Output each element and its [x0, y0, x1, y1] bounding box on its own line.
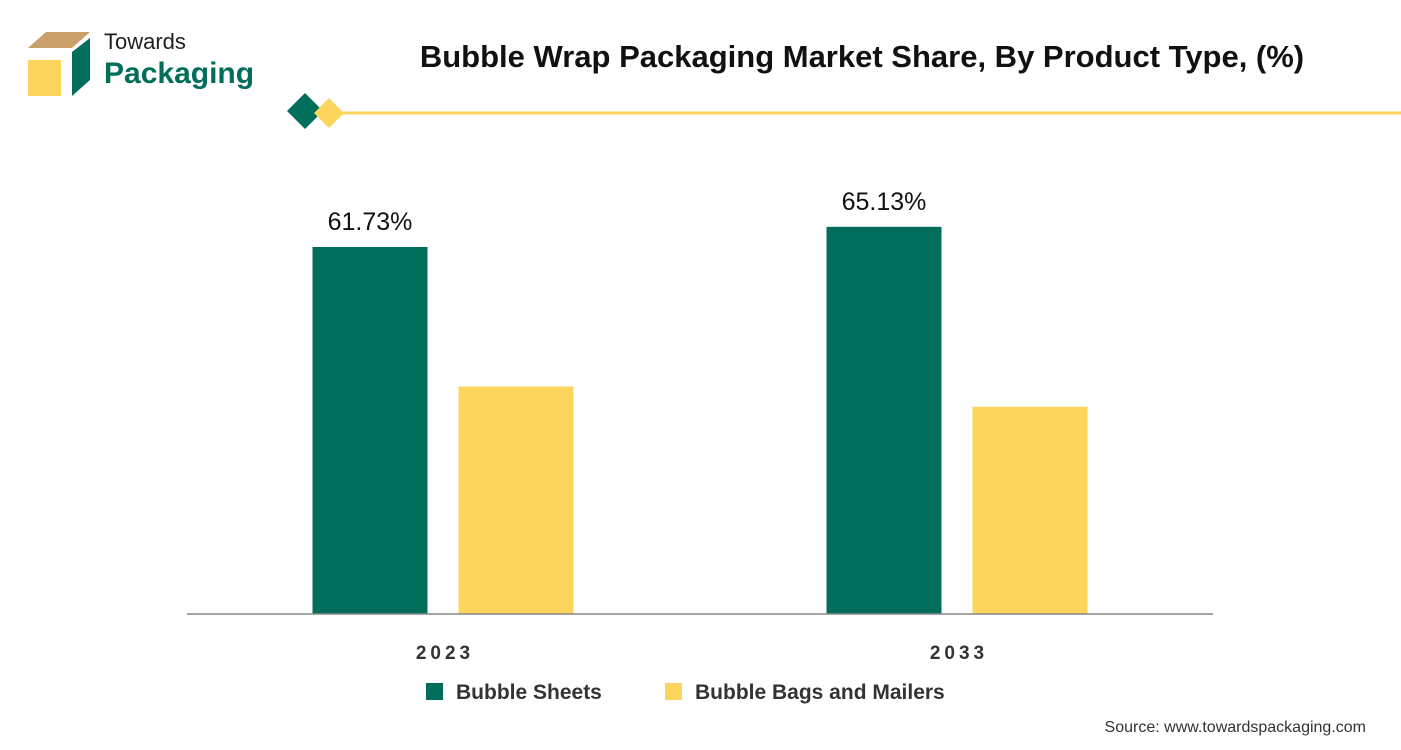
bar-bubble-sheets-2033 [826, 226, 942, 615]
divider-diamond-yellow-icon [314, 98, 344, 128]
bar-bubble-sheets-2023 [312, 247, 428, 614]
data-labels: 61.73% 65.13% [328, 188, 927, 236]
title-divider [287, 93, 1401, 129]
source-note: Source: www.towardspackaging.com [1105, 719, 1366, 736]
brand-line-1: Towards [104, 29, 186, 54]
divider-diamond-green-icon [287, 93, 323, 129]
logo-box-side-icon [72, 38, 90, 96]
chart-title: Bubble Wrap Packaging Market Share, By P… [420, 39, 1304, 74]
x-tick-label-2033: 2033 [930, 643, 988, 664]
legend-swatch-bubble-bags-and-mailers [665, 683, 682, 700]
legend-label-bubble-bags-and-mailers: Bubble Bags and Mailers [695, 681, 945, 704]
legend-swatch-bubble-sheets [426, 683, 443, 700]
bars [312, 226, 1088, 615]
x-axis-ticks: 2023 2033 [416, 643, 988, 664]
x-tick-label-2023: 2023 [416, 643, 474, 664]
data-label-bubble-sheets-2033: 65.13% [842, 188, 927, 216]
brand-logo: Towards Packaging [28, 29, 254, 96]
legend: Bubble Sheets Bubble Bags and Mailers [426, 681, 945, 704]
legend-label-bubble-sheets: Bubble Sheets [456, 681, 602, 704]
bar-bubble-bags-and-mailers-2033 [972, 406, 1088, 614]
logo-box-top-icon [28, 32, 90, 48]
logo-box-front-icon [28, 60, 61, 96]
bar-bubble-bags-and-mailers-2023 [458, 386, 574, 614]
data-label-bubble-sheets-2023: 61.73% [328, 208, 413, 236]
brand-line-2: Packaging [104, 57, 254, 90]
